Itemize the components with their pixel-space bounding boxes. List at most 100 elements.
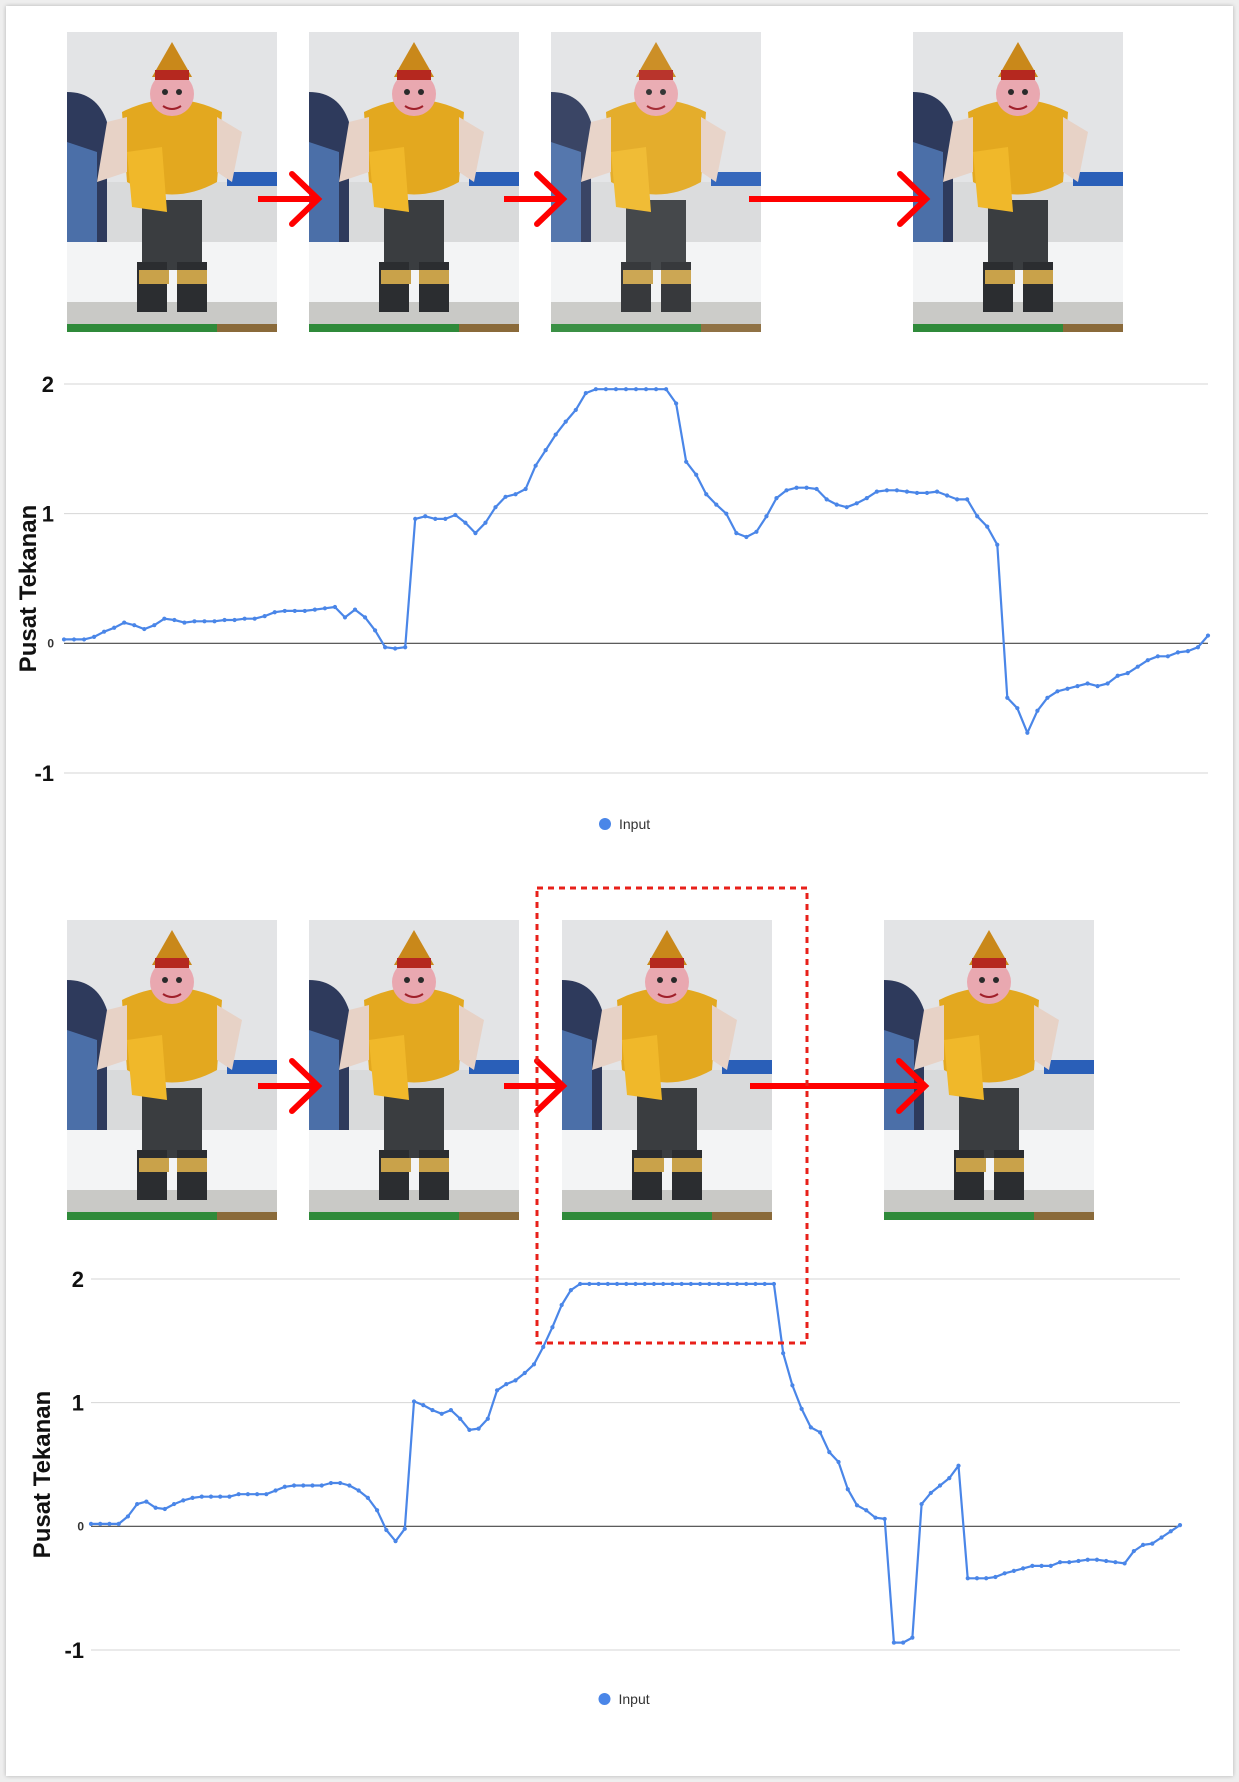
data-point	[352, 607, 358, 612]
data-point	[864, 496, 869, 501]
data-point	[910, 1635, 915, 1640]
data-point	[836, 1459, 841, 1465]
data-point	[208, 1494, 214, 1499]
data-point	[643, 387, 649, 392]
arrow-icon	[749, 171, 931, 227]
data-point	[192, 619, 197, 624]
data-point	[122, 620, 127, 625]
data-point	[934, 489, 940, 494]
data-point	[698, 1281, 703, 1287]
data-point	[707, 1281, 712, 1287]
data-point	[494, 1388, 500, 1393]
data-point	[242, 616, 247, 621]
data-point	[443, 516, 448, 521]
data-point	[403, 645, 408, 650]
data-point	[794, 485, 799, 490]
data-point	[463, 520, 468, 525]
data-point	[453, 512, 458, 518]
data-point	[884, 488, 889, 493]
y-axis-label: Pusat Tekanan	[15, 505, 42, 673]
data-point	[1104, 1558, 1109, 1564]
data-point	[282, 1484, 287, 1489]
data-point	[623, 387, 629, 392]
robot-photo-icon	[309, 32, 519, 332]
data-point	[1055, 689, 1060, 694]
data-point	[384, 1527, 389, 1533]
data-point	[116, 1521, 121, 1526]
data-point	[473, 531, 478, 536]
data-point	[947, 1476, 952, 1481]
data-point	[1125, 671, 1130, 676]
data-point	[467, 1427, 472, 1432]
data-point	[845, 1487, 850, 1492]
data-point	[762, 1281, 767, 1287]
data-point	[493, 505, 498, 510]
data-point	[614, 1281, 620, 1287]
data-point	[1105, 681, 1110, 686]
data-point	[433, 516, 438, 521]
data-point	[182, 620, 187, 625]
data-point	[413, 516, 418, 521]
data-point	[605, 1281, 610, 1287]
data-point	[1035, 708, 1040, 713]
data-point	[873, 1515, 878, 1520]
data-point	[995, 542, 1000, 547]
data-point	[356, 1488, 361, 1493]
data-point	[804, 485, 809, 490]
data-point	[347, 1483, 352, 1488]
robot-photo-icon	[913, 32, 1123, 332]
data-point	[596, 1281, 601, 1287]
data-point	[222, 617, 227, 623]
photo-sequence-bottom	[67, 920, 1094, 1220]
data-point	[504, 1382, 509, 1387]
data-point	[550, 1325, 555, 1330]
data-point	[61, 637, 67, 642]
data-point	[894, 488, 900, 493]
data-point	[319, 1483, 324, 1488]
data-point	[543, 448, 548, 453]
data-point	[232, 617, 237, 623]
data-point	[1150, 1541, 1155, 1546]
data-point	[71, 637, 77, 642]
data-point	[448, 1407, 454, 1413]
data-point	[1094, 1557, 1100, 1562]
data-point	[928, 1490, 933, 1496]
data-point	[827, 1450, 832, 1455]
robot-photo-icon	[884, 920, 1094, 1220]
data-point	[1131, 1548, 1136, 1554]
data-point	[227, 1494, 232, 1499]
data-point	[153, 1505, 158, 1510]
data-point	[937, 1483, 943, 1488]
data-point	[1002, 1571, 1007, 1576]
data-point	[914, 490, 920, 496]
data-point	[724, 511, 729, 516]
data-point	[1075, 684, 1080, 689]
data-point	[439, 1411, 444, 1416]
data-point	[1025, 730, 1030, 735]
data-point	[402, 1526, 407, 1531]
data-point	[411, 1399, 417, 1404]
data-point	[834, 502, 839, 507]
data-point	[513, 1378, 518, 1383]
data-point	[1135, 664, 1140, 669]
data-point	[533, 463, 538, 468]
data-point	[653, 387, 659, 392]
data-point	[255, 1492, 260, 1497]
data-point	[764, 514, 769, 519]
data-point	[541, 1344, 546, 1350]
data-point	[651, 1281, 657, 1287]
data-point	[688, 1281, 693, 1287]
data-point	[593, 387, 598, 392]
data-point	[874, 489, 879, 494]
data-point	[162, 616, 167, 621]
arrow-icon	[750, 1058, 930, 1114]
data-point	[1030, 1563, 1035, 1569]
data-point	[264, 1492, 269, 1497]
y-tick-label: 1	[72, 1391, 84, 1416]
data-point	[181, 1498, 186, 1503]
data-point	[485, 1416, 490, 1421]
data-point	[458, 1416, 463, 1421]
data-point	[1195, 645, 1201, 650]
data-point	[1067, 1560, 1072, 1565]
